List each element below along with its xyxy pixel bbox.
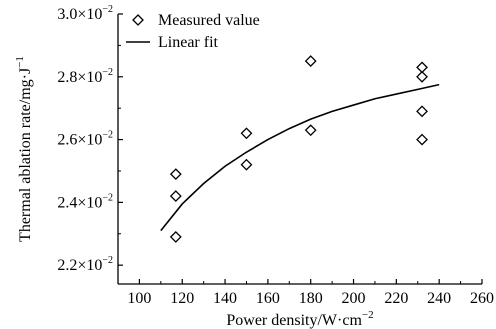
y-tick-exponent: −2 [102, 130, 113, 141]
data-point [240, 158, 253, 171]
axes [117, 14, 482, 285]
fit-line [160, 83, 440, 232]
y-axis-title-sup: −1 [14, 56, 26, 68]
data-point [416, 70, 428, 83]
data-point [169, 168, 182, 181]
x-tick-label: 160 [256, 290, 280, 307]
data-point [169, 230, 182, 243]
y-tick-mantissa: 2.4×10 [57, 194, 102, 211]
x-tick-label: 260 [470, 290, 494, 307]
y-tick-exponent: −2 [102, 255, 113, 266]
y-tick-label: 2.8×10−2 [57, 67, 113, 86]
x-axis-title-sup: −2 [362, 309, 374, 321]
x-tick-label: 100 [127, 290, 151, 307]
y-tick-label: 2.6×10−2 [57, 130, 113, 149]
y-axis-title: Thermal ablation rate/mg·J−1 [14, 56, 34, 242]
y-tick-mantissa: 2.8×10 [57, 69, 102, 86]
y-tick-label: 3.0×10−2 [57, 4, 113, 23]
x-tick-label: 140 [213, 290, 237, 307]
x-tick-label: 180 [299, 290, 323, 307]
y-tick-label: 2.2×10−2 [57, 255, 113, 274]
legend: Measured value Linear fit [126, 12, 260, 51]
ticks: 100 120 140 160 180 200 220 240 2602.2×10−22.4×1… [57, 4, 494, 307]
legend-diamond-swatch [132, 14, 144, 26]
data-point [169, 190, 182, 203]
y-tick-mantissa: 3.0×10 [57, 6, 102, 23]
x-tick-label: 240 [427, 290, 451, 307]
x-axis-title-text: Power density/W·cm [226, 312, 362, 329]
data-point [304, 124, 317, 137]
y-tick-exponent: −2 [102, 192, 113, 203]
x-axis-title: Power density/W·cm−2 [226, 309, 373, 329]
y-axis-title-text: Thermal ablation rate/mg·J [17, 68, 34, 242]
plot-data [160, 55, 440, 243]
data-point [416, 61, 428, 74]
data-point [416, 105, 428, 118]
legend-label: Linear fit [158, 34, 219, 51]
y-tick-label: 2.4×10−2 [57, 192, 113, 211]
y-tick-mantissa: 2.2×10 [57, 257, 102, 274]
x-tick-label: 200 [342, 290, 366, 307]
x-tick-label: 120 [170, 290, 194, 307]
x-tick-label: 220 [384, 290, 408, 307]
y-tick-exponent: −2 [102, 67, 113, 78]
y-tick-mantissa: 2.6×10 [57, 132, 102, 149]
data-point [304, 55, 317, 68]
data-point [416, 133, 428, 146]
data-point [240, 127, 253, 140]
legend-label: Measured value [158, 12, 260, 29]
y-tick-exponent: −2 [102, 4, 113, 15]
